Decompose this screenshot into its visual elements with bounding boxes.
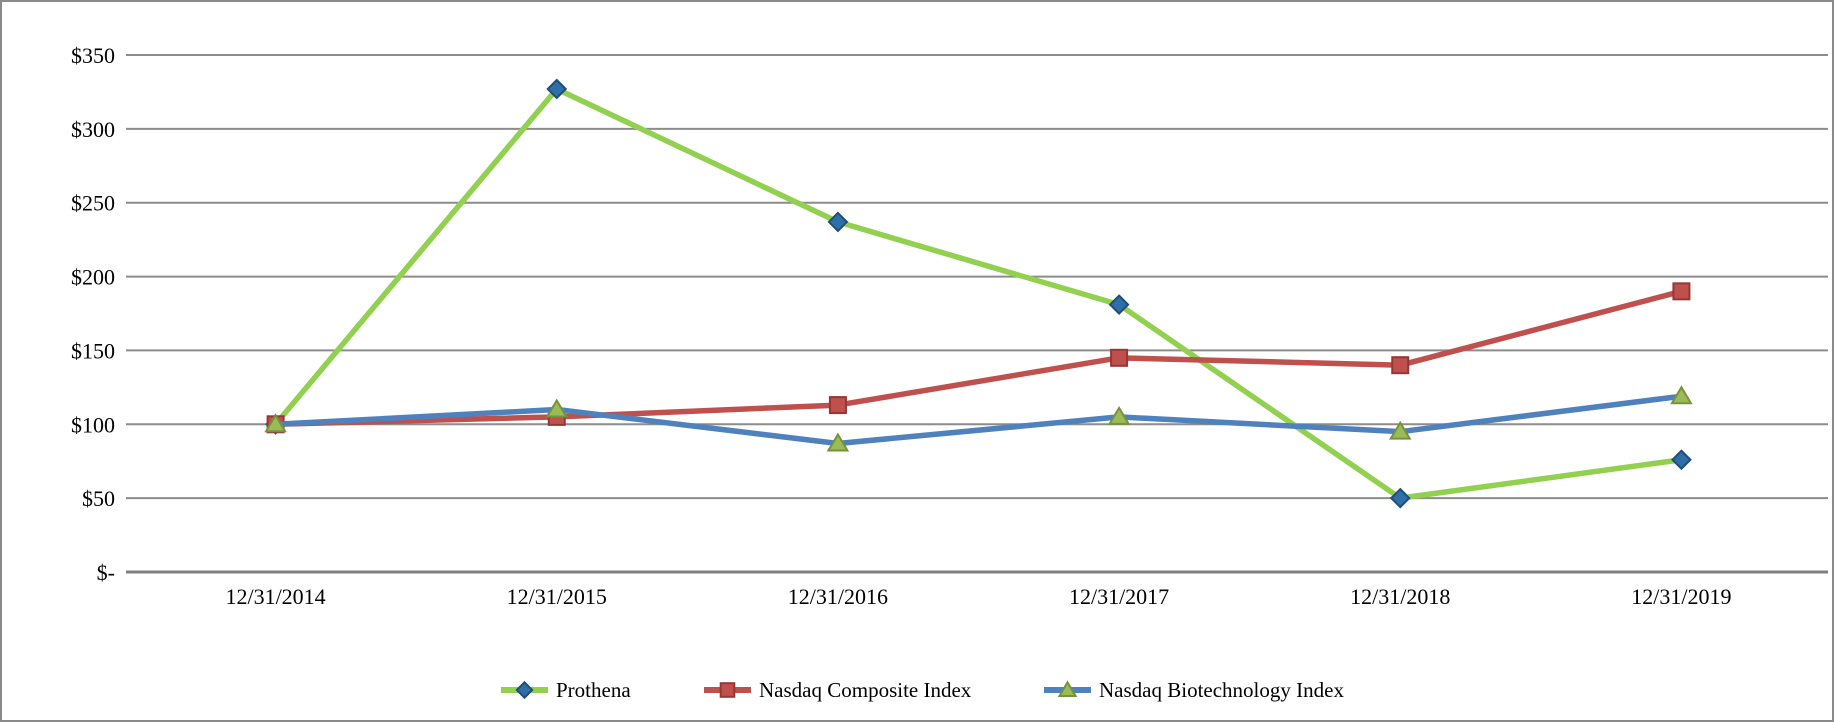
legend-label-prothena: Prothena: [556, 677, 631, 702]
square-marker-nasdaq-composite-index: [719, 682, 736, 698]
y-axis-tick-label: $100: [71, 412, 115, 437]
series-line-prothena: [272, 86, 1685, 501]
square-marker-nasdaq-composite-index: [828, 396, 847, 415]
nasdaq-composite-line-marker-icon: [704, 682, 751, 698]
triangle-marker-nasdaq-biotechnology-index: [1057, 680, 1078, 697]
legend-label-nasdaq-biotech: Nasdaq Biotechnology Index: [1099, 677, 1344, 702]
triangle-marker-nasdaq-biotechnology-index: [1107, 405, 1131, 425]
series-nasdaq-biotechnology-index: [264, 385, 1693, 452]
diamond-marker-prothena: [515, 680, 534, 700]
square-marker-nasdaq-composite-index: [1110, 348, 1129, 367]
x-axis-tick-label: 12/31/2015: [507, 584, 607, 609]
series-line-nasdaq-biotechnology-index: [272, 393, 1685, 447]
diamond-marker-prothena: [827, 211, 849, 233]
y-axis-tick-label: $-: [97, 560, 115, 585]
x-axis-tick-label: 12/31/2014: [225, 584, 325, 609]
nasdaq-biotech-line-marker-icon: [1044, 680, 1091, 697]
x-axis-tick-label: 12/31/2017: [1069, 584, 1169, 609]
y-axis-tick-label: $200: [71, 265, 115, 290]
triangle-marker-nasdaq-biotechnology-index: [545, 398, 569, 418]
x-axis-tick-label: 12/31/2016: [788, 584, 888, 609]
y-axis-tick-label: $250: [71, 191, 115, 216]
legend-item-nasdaq-composite: Nasdaq Composite Index: [703, 672, 971, 708]
triangle-marker-nasdaq-biotechnology-index: [826, 432, 850, 452]
square-marker-nasdaq-composite-index: [1672, 282, 1691, 301]
series-prothena: [265, 78, 1692, 509]
triangle-marker-nasdaq-biotechnology-index: [264, 413, 287, 433]
triangle-marker-nasdaq-biotechnology-index: [1670, 385, 1693, 405]
y-axis-tick-label: $350: [71, 43, 115, 68]
square-marker-nasdaq-composite-index: [1391, 356, 1410, 375]
x-axis-tick-label: 12/31/2019: [1631, 584, 1731, 609]
legend-item-nasdaq-biotech: Nasdaq Biotechnology Index: [1043, 672, 1344, 708]
legend-item-prothena: Prothena: [500, 672, 631, 708]
x-axis-tick-label: 12/31/2018: [1350, 584, 1450, 609]
y-axis-tick-label: $150: [71, 338, 115, 363]
series-line-nasdaq-composite-index: [272, 288, 1685, 428]
prothena-line-marker-icon: [501, 680, 548, 700]
diamond-marker-prothena: [546, 78, 568, 100]
triangle-marker-nasdaq-biotechnology-index: [1388, 420, 1412, 440]
legend-label-nasdaq-composite: Nasdaq Composite Index: [759, 677, 972, 702]
chart-legend: Prothena Nasdaq Composite Index Nasdaq B…: [2, 672, 1832, 712]
y-axis-tick-label: $300: [71, 117, 115, 142]
diamond-marker-prothena: [1389, 487, 1411, 509]
diamond-marker-prothena: [1671, 449, 1692, 471]
series-nasdaq-composite-index: [266, 282, 1691, 434]
diamond-marker-prothena: [1108, 294, 1130, 316]
y-axis-tick-label: $50: [82, 486, 115, 511]
